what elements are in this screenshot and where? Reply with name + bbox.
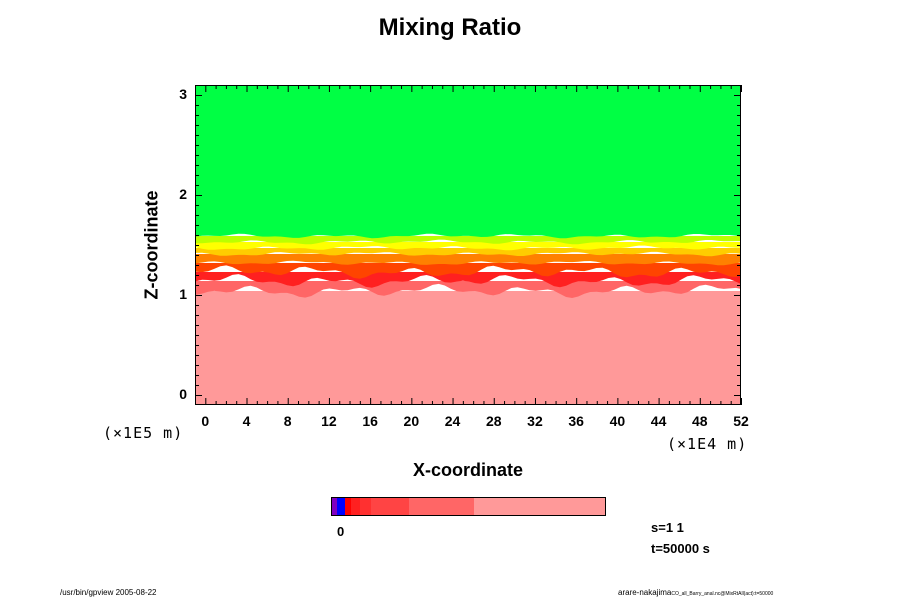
colorbar-segment — [360, 498, 372, 515]
colorbar-segment — [336, 498, 346, 515]
colorbar-label: 0 — [337, 524, 345, 539]
x-tick-label: 12 — [321, 413, 337, 429]
y-axis-unit: (×1E5 m) — [103, 424, 184, 442]
x-tick-label: 36 — [568, 413, 584, 429]
x-tick-label: 4 — [242, 413, 251, 429]
footer-left: /usr/bin/gpview 2005-08-22 — [60, 588, 157, 597]
field-layer — [196, 248, 740, 257]
heatmap-field — [196, 86, 740, 404]
x-tick-label: 44 — [650, 413, 667, 429]
x-tick-label: 0 — [201, 413, 210, 429]
field-layer — [196, 236, 740, 245]
y-tick-label: 3 — [179, 86, 187, 102]
colorbar-segment — [332, 498, 337, 515]
y-tick-label: 2 — [179, 186, 187, 202]
colorbar-segment — [350, 498, 361, 515]
x-tick-label: 32 — [527, 413, 543, 429]
info-s: s=1 1 — [651, 520, 684, 535]
colorbar-segment — [371, 498, 410, 515]
footer-right: arare-nakajimaCO_all_Barry_anal.nc@MixRt… — [618, 588, 773, 597]
info-time: t=50000 s — [651, 541, 710, 556]
colorbar-segment — [345, 498, 351, 515]
plot-area — [195, 85, 741, 405]
x-axis-unit: (×1E4 m) — [667, 435, 748, 453]
colorbar-segment — [409, 498, 474, 515]
field-layer — [196, 281, 740, 298]
x-tick-label: 52 — [733, 413, 749, 429]
x-tick-label: 8 — [283, 413, 292, 429]
x-tick-label: 24 — [444, 413, 461, 429]
colorbar — [331, 497, 606, 516]
chart-title: Mixing Ratio — [378, 14, 522, 41]
footer-right-detail: CO_all_Barry_anal.nc@MixRtAll(act):t=500… — [671, 591, 774, 597]
field-layer — [196, 272, 740, 288]
field-layer — [196, 242, 740, 251]
y-axis-title: Z-coordinate — [141, 190, 162, 300]
y-tick-label: 0 — [179, 386, 187, 402]
field-layer — [196, 291, 740, 404]
x-tick-label: 20 — [403, 413, 420, 429]
x-tick-label: 40 — [609, 413, 626, 429]
colorbar-segment — [473, 498, 605, 515]
field-layer — [196, 263, 740, 279]
field-layer — [196, 86, 740, 239]
x-tick-label: 16 — [362, 413, 378, 429]
field-layer — [196, 254, 740, 266]
y-tick-label: 1 — [179, 286, 187, 302]
footer-right-main: arare-nakajima — [618, 588, 672, 597]
x-tick-label: 28 — [485, 413, 502, 429]
x-tick-label: 48 — [691, 413, 708, 429]
x-axis-title: X-coordinate — [412, 460, 523, 480]
